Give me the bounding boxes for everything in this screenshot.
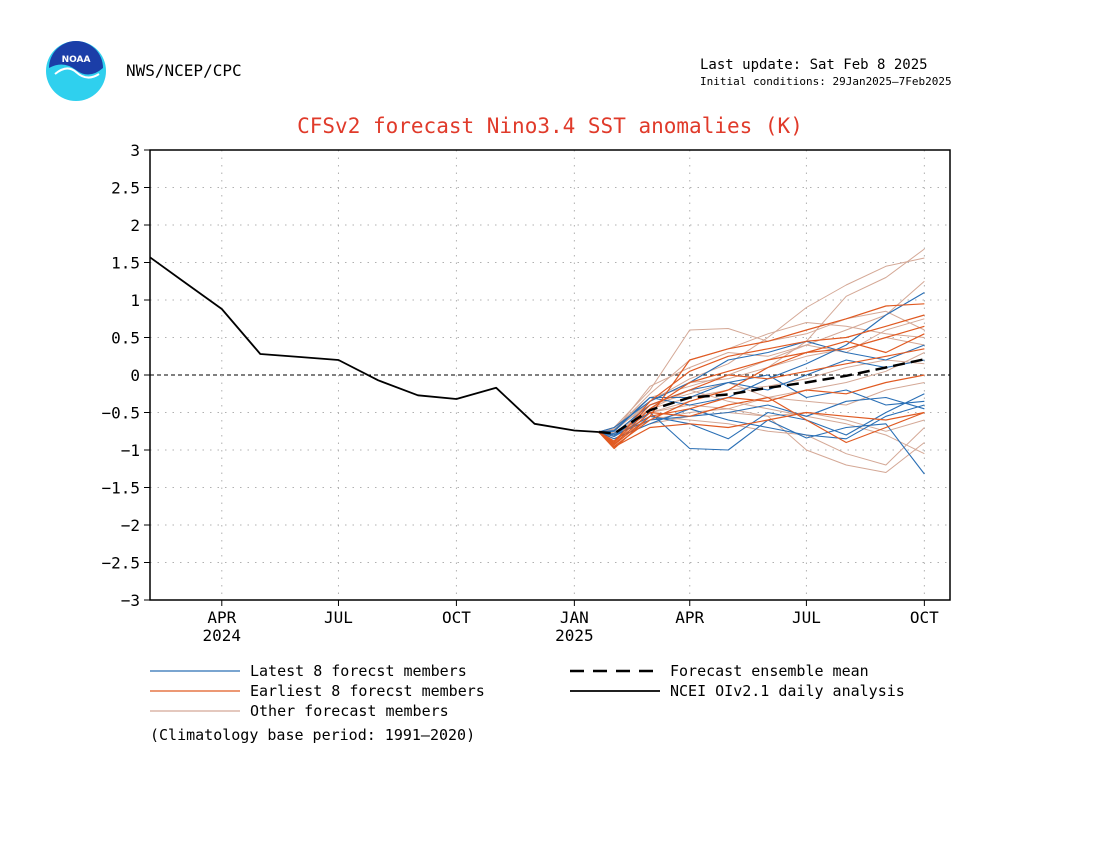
y-tick-label: −2	[121, 516, 140, 535]
agency-label: NWS/NCEP/CPC	[126, 61, 242, 80]
x-tick-label: JUL	[792, 608, 821, 627]
last-update: Last update: Sat Feb 8 2025	[700, 57, 928, 73]
other-member-line	[598, 408, 925, 473]
x-tick-label: JUL	[324, 608, 353, 627]
noaa-logo: NOAA	[46, 41, 106, 101]
other-member-line	[598, 318, 925, 433]
other-member-line	[598, 280, 925, 433]
other-member-line	[598, 257, 925, 433]
legend-earliest: Earliest 8 forecst members	[250, 682, 485, 700]
initial-conditions: Initial conditions: 29Jan2025–7Feb2025	[700, 75, 952, 88]
y-tick-label: 1	[130, 291, 140, 310]
y-tick-label: 0.5	[111, 329, 140, 348]
legend-lines	[150, 669, 660, 712]
y-tick-label: 3	[130, 141, 140, 160]
climatology-note: (Climatology base period: 1991–2020)	[150, 726, 476, 744]
y-tick-label: −3	[121, 591, 140, 610]
earliest-member-line	[598, 396, 925, 445]
other-member-line	[598, 415, 925, 466]
logo-text: NOAA	[62, 55, 91, 65]
y-tick-label: 1.5	[111, 254, 140, 273]
y-tick-label: 2	[130, 216, 140, 235]
other-member-line	[598, 352, 925, 433]
earliest-member-line	[598, 303, 925, 450]
x-tick-label: APR	[207, 608, 236, 627]
y-tick-label: −0.5	[101, 404, 140, 423]
legend-latest: Latest 8 forecst members	[250, 662, 467, 680]
legend-observed: NCEI OIv2.1 daily analysis	[670, 682, 905, 700]
x-tick-year-label: 2025	[555, 626, 594, 645]
latest-member-line	[598, 359, 925, 433]
plot-frame	[149, 149, 951, 601]
x-tick-label: OCT	[910, 608, 939, 627]
x-tick-label: JAN	[560, 608, 589, 627]
y-tick-label: 2.5	[111, 179, 140, 198]
observed-line	[149, 256, 599, 433]
ensemble-mean-line	[598, 358, 925, 435]
y-tick-label: −2.5	[101, 554, 140, 573]
x-tick-label: OCT	[442, 608, 471, 627]
earliest-member-line	[598, 325, 925, 447]
x-tick-year-label: 2024	[203, 626, 242, 645]
y-tick-label: −1.5	[101, 479, 140, 498]
y-tick-label: −1	[121, 441, 140, 460]
legend-other: Other forecast members	[250, 702, 449, 720]
earliest-member-line	[598, 411, 925, 448]
earliest-member-line	[598, 374, 925, 446]
series-lines	[149, 248, 925, 475]
y-axis-ticks: 3 2.5 2 1.5 1 0.5 0 −0.5 −1 −1.5 −2 −2.5 −3	[101, 141, 150, 610]
legend-mean: Forecast ensemble mean	[670, 662, 869, 680]
x-tick-label: APR	[675, 608, 704, 627]
grid-lines	[150, 150, 950, 600]
y-tick-label: 0	[130, 366, 140, 385]
chart-title: CFSv2 forecast Nino3.4 SST anomalies (K)	[297, 114, 803, 138]
earliest-member-line	[598, 333, 925, 444]
